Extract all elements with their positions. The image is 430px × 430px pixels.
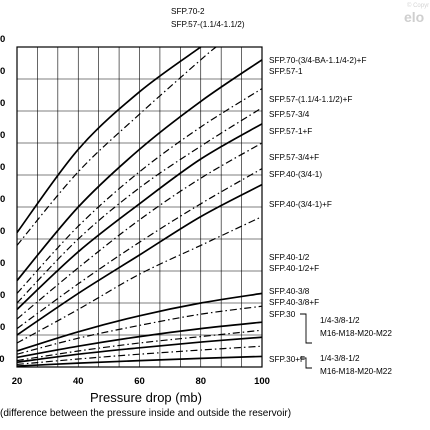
series-line-sfp-70-2	[17, 47, 202, 234]
series-label-sfp-57-3-4-f: SFP.57-3/4+F	[269, 153, 319, 162]
label-brackets: 1/4-3/8-1/2 M16-M18-M20-M22 1/4-3/8-1/2 M16…	[300, 313, 392, 376]
series-line-sfp-57-3-4-f	[17, 168, 262, 330]
x-tick-labels: 20 40 60 80 100	[12, 376, 270, 387]
y-tick-label: 0	[0, 98, 5, 109]
y-tick-label: 0	[0, 290, 5, 301]
y-tick-label: 50	[0, 354, 5, 365]
x-tick-label: 40	[73, 376, 84, 387]
series-line-sfp-57-1-1-4-1-1-2-f	[17, 107, 262, 304]
y-tick-labels: 0 0 0 0 0 0 0 0 0 0 50	[0, 34, 5, 365]
label-bracket	[300, 357, 312, 369]
bracket-label: M16-M18-M20-M22	[320, 329, 392, 338]
y-tick-label: 0	[0, 162, 5, 173]
y-tick-label: 0	[0, 194, 5, 205]
y-tick-label: 0	[0, 130, 5, 141]
series-label-sfp-40-3-4-1: SFP.40-(3/4-1)	[269, 170, 322, 179]
series-label-sfp-57-1: SFP.57-1	[269, 67, 303, 76]
series-label-sfp-40-1-2: SFP.40-1/2	[269, 253, 310, 262]
series-line-sfp-40-3-4-1-f	[17, 216, 262, 344]
chart-footnote: (difference between the pressure inside …	[0, 408, 291, 419]
watermark-logo: elo	[404, 9, 424, 25]
y-tick-label: 0	[0, 322, 5, 333]
series-label-sfp-40-3-8-f: SFP.40-3/8+F	[269, 298, 319, 307]
series-label-sfp-40-1-2-f: SFP.40-1/2+F	[269, 264, 319, 273]
series-line-sfp-30	[17, 336, 262, 364]
bracket-label: M16-M18-M20-M22	[320, 367, 392, 376]
plot-frame	[16, 46, 263, 368]
series-label-sfp-30: SFP.30	[269, 310, 296, 319]
series-label-sfp-70-3-4-ba-1-1-4-2-f: SFP.70-(3/4-BA-1.1/4-2)+F	[269, 56, 366, 65]
watermark-copyright: © Copyr	[407, 2, 429, 9]
series-label-sfp-57-3-4: SFP.57-3/4	[269, 110, 310, 119]
bracket-label: 1/4-3/8-1/2	[320, 354, 360, 363]
series-line-sfp-57-1-1-4-1-1-2	[17, 47, 217, 246]
x-axis-title: Pressure drop (mb)	[90, 390, 202, 405]
y-tick-label: 0	[0, 66, 5, 77]
series-label-sfp-57-1-f: SFP.57-1+F	[269, 127, 312, 136]
x-tick-label: 100	[254, 376, 270, 387]
x-tick-label: 80	[195, 376, 206, 387]
series-label-sfp-30-f: SFP.30+F	[269, 355, 305, 364]
series-labels: SFP.70-2 SFP.57-(1.1/4-1.1/2) SFP.70-(3/4-…	[171, 7, 366, 364]
grid	[17, 47, 262, 367]
series-label-sfp-40-3-8: SFP.40-3/8	[269, 287, 310, 296]
series-line-sfp-40-1-2	[17, 292, 262, 352]
y-tick-label: 0	[0, 226, 5, 237]
series-line-unlabeled-15	[17, 345, 262, 366]
series-label-sfp-70-2: SFP.70-2	[171, 7, 205, 16]
series-line-sfp-70-3-4-ba-1-1-4-2-f	[17, 59, 262, 282]
label-bracket	[300, 313, 312, 344]
series-label-sfp-57-1-1-4-1-1-2: SFP.57-(1.1/4-1.1/2)	[171, 20, 245, 29]
series-label-sfp-40-3-4-1-f: SFP.40-(3/4-1)+F	[269, 200, 332, 209]
series-curves	[17, 47, 262, 367]
y-tick-label: 0	[0, 258, 5, 269]
series-line-sfp-40-3-4-1	[17, 183, 262, 336]
series-line-sfp-40-3-8	[17, 321, 262, 359]
series-label-sfp-57-1-1-4-1-1-2-f: SFP.57-(1.1/4-1.1/2)+F	[269, 95, 352, 104]
series-line-sfp-57-3-4	[17, 123, 262, 311]
series-line-sfp-40-1-2-f	[17, 305, 262, 355]
x-tick-label: 60	[134, 376, 145, 387]
bracket-label: 1/4-3/8-1/2	[320, 316, 360, 325]
series-line-sfp-40-3-8-f	[17, 329, 262, 362]
series-line-sfp-57-1-f	[17, 142, 262, 320]
series-line-sfp-30-f	[17, 355, 262, 367]
x-tick-label: 20	[12, 376, 23, 387]
y-tick-label: 0	[0, 34, 5, 45]
